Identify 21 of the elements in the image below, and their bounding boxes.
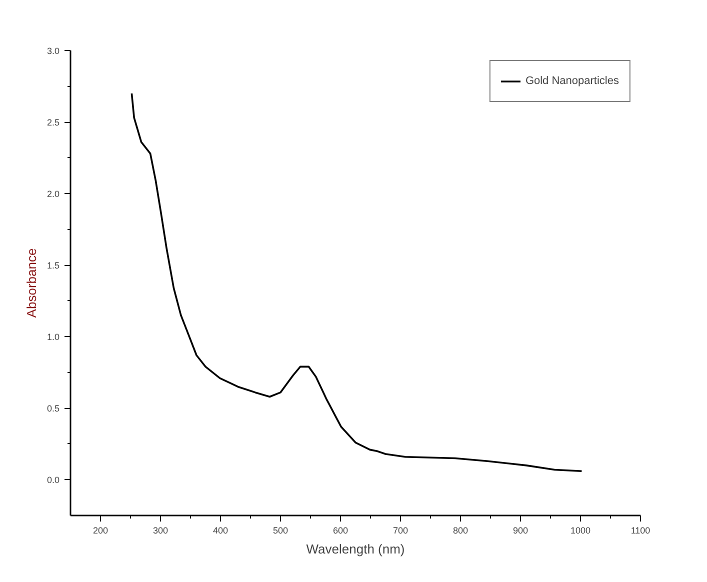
y-axis-title: Absorbance (24, 248, 39, 318)
x-tick-label: 800 (452, 526, 468, 536)
x-tick-label: 400 (212, 526, 228, 536)
y-tick-label: 0.0 (46, 475, 60, 486)
x-tick-label: 200 (92, 526, 108, 536)
x-axis-title: Wavelength (nm) (306, 542, 405, 556)
y-tick-label: 2.0 (46, 189, 60, 200)
x-tick-label: 1100 (630, 526, 650, 536)
legend-label: Gold Nanoparticles (525, 75, 619, 87)
y-tick-label: 1.5 (46, 260, 60, 271)
x-tick-label: 300 (152, 526, 168, 536)
x-tick-label: 1000 (570, 526, 591, 536)
y-tick-label: 1.0 (46, 332, 60, 342)
y-tick-label: 0.5 (46, 404, 60, 414)
y-tick-label: 2.5 (46, 118, 60, 128)
y-tick-label: 3.0 (46, 46, 60, 56)
x-tick-label: 500 (272, 526, 288, 536)
x-tick-label: 900 (512, 526, 528, 536)
x-tick-label: 600 (332, 526, 348, 536)
line-series (130, 92, 583, 472)
x-tick-label: 700 (392, 526, 408, 536)
